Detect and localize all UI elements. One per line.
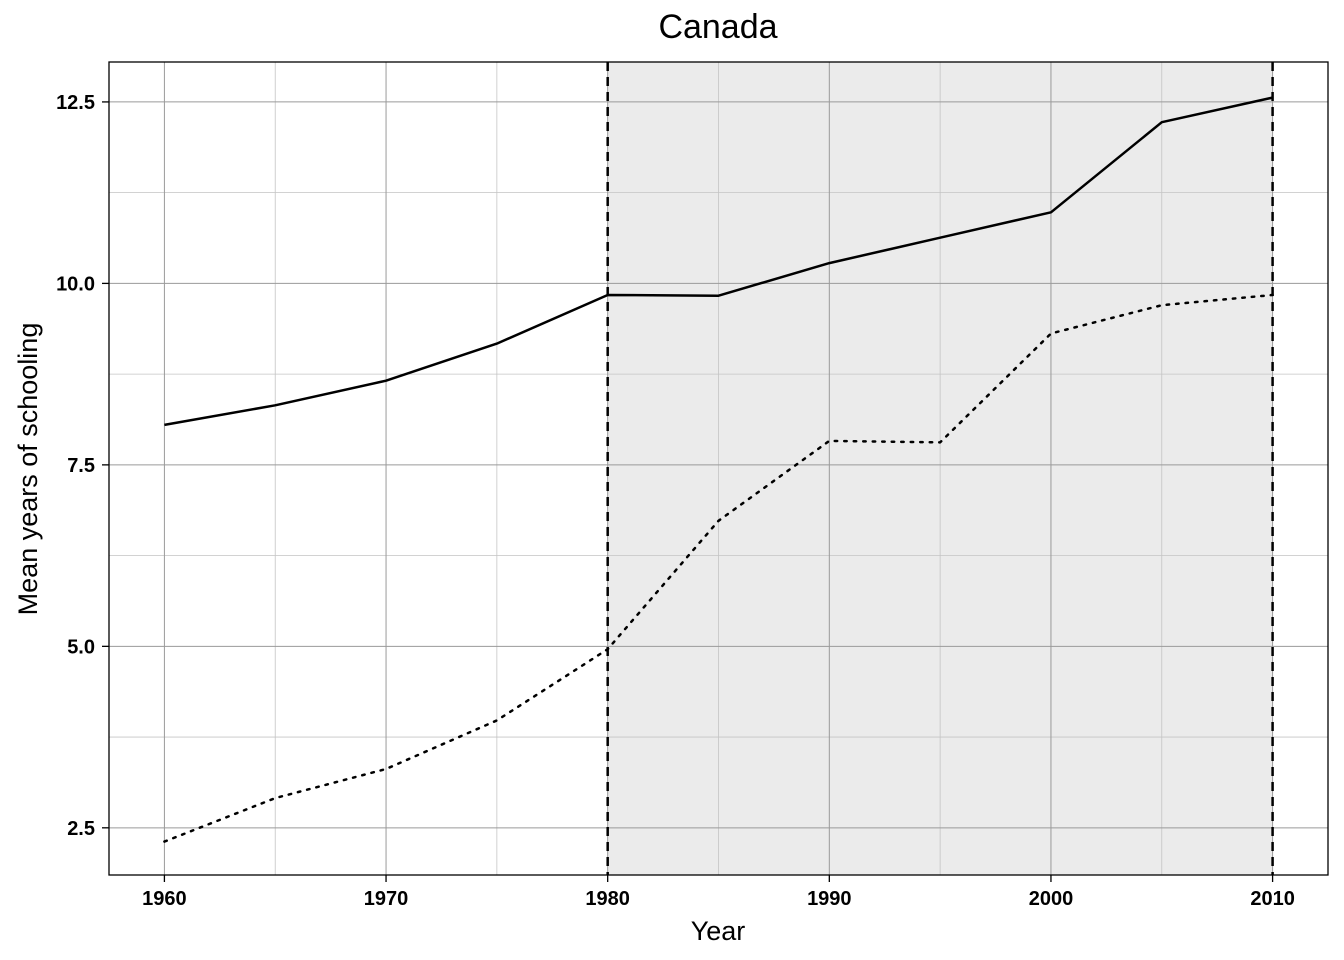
series-solid (164, 96, 1273, 427)
y-tick-label: 7.5 (67, 455, 95, 477)
y-tick-label: 2.5 (67, 818, 95, 840)
x-axis-title: Year (691, 916, 746, 946)
x-tick-label: 1980 (585, 888, 630, 910)
chart-title: Canada (658, 8, 777, 46)
y-tick-label: 10.0 (56, 273, 95, 295)
panel-border (108, 61, 1329, 876)
y-tick-label: 12.5 (56, 92, 95, 114)
y-axis-title: Mean years of schooling (13, 323, 43, 616)
plot-area: 1960 1970 1980 1990 2000 2010 2.5 5.0 7.5 10.0 12.… (56, 61, 1329, 910)
x-tick-label: 1990 (807, 888, 852, 910)
x-tick-label: 1960 (142, 888, 187, 910)
x-tick-label: 2010 (1250, 888, 1295, 910)
series-dotted (163, 293, 1274, 843)
y-tick-label: 5.0 (67, 636, 95, 658)
x-tick-label: 2000 (1029, 888, 1074, 910)
x-tick-label: 1970 (364, 888, 409, 910)
